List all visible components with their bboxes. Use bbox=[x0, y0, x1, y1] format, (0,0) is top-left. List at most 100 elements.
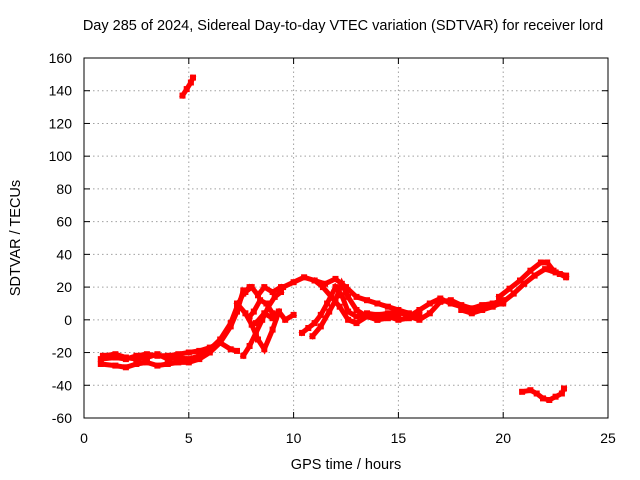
data-point bbox=[175, 354, 182, 361]
data-point bbox=[563, 274, 570, 281]
y-tick-label: 40 bbox=[56, 246, 72, 262]
data-point bbox=[154, 351, 161, 358]
data-point bbox=[133, 361, 140, 367]
data-point bbox=[416, 311, 423, 318]
data-point bbox=[185, 349, 192, 356]
data-point bbox=[164, 352, 171, 359]
data-point bbox=[395, 311, 402, 318]
data-point bbox=[458, 307, 465, 313]
data-point bbox=[175, 359, 182, 366]
data-point bbox=[458, 302, 465, 309]
data-point bbox=[269, 326, 276, 333]
data-point bbox=[405, 313, 412, 320]
data-point bbox=[234, 347, 240, 354]
data-point bbox=[299, 329, 305, 336]
data-point bbox=[426, 310, 433, 317]
data-point bbox=[185, 359, 192, 366]
data-point bbox=[240, 352, 247, 359]
data-point bbox=[261, 310, 268, 317]
data-point bbox=[259, 316, 266, 323]
y-tick-label: -60 bbox=[52, 410, 72, 426]
data-point bbox=[374, 316, 381, 323]
data-point bbox=[164, 356, 171, 363]
data-point bbox=[558, 390, 565, 397]
data-point bbox=[248, 321, 255, 328]
data-point bbox=[250, 308, 257, 315]
data-point bbox=[269, 315, 276, 322]
data-point bbox=[447, 297, 454, 304]
data-point bbox=[248, 284, 255, 291]
data-point bbox=[468, 310, 475, 317]
data-point bbox=[311, 320, 318, 327]
data-point bbox=[510, 290, 517, 297]
data-point bbox=[338, 280, 345, 287]
data-point bbox=[97, 361, 104, 367]
data-point bbox=[187, 79, 194, 86]
data-point bbox=[309, 333, 316, 340]
y-tick-label: 20 bbox=[56, 279, 72, 295]
data-point bbox=[317, 311, 324, 318]
data-point bbox=[353, 313, 360, 320]
data-point bbox=[112, 362, 119, 369]
data-point bbox=[364, 297, 370, 304]
data-point bbox=[468, 305, 475, 312]
data-point bbox=[496, 293, 502, 300]
data-point bbox=[416, 307, 423, 313]
data-point bbox=[317, 323, 324, 330]
data-point bbox=[345, 316, 352, 323]
y-axis-label: SDTVAR / TECUs bbox=[8, 180, 24, 296]
data-point bbox=[271, 293, 278, 300]
data-point bbox=[552, 393, 559, 400]
data-point bbox=[196, 347, 203, 354]
data-point bbox=[269, 310, 276, 317]
data-point bbox=[353, 307, 360, 313]
data-point bbox=[336, 303, 343, 310]
x-tick-label: 5 bbox=[185, 430, 193, 446]
data-point bbox=[263, 300, 270, 307]
x-axis-label: GPS time / hours bbox=[291, 457, 401, 473]
data-point bbox=[179, 92, 186, 99]
data-point bbox=[143, 354, 150, 361]
data-point bbox=[395, 308, 402, 315]
data-point bbox=[112, 354, 119, 361]
data-point bbox=[185, 356, 192, 363]
data-point bbox=[324, 300, 331, 307]
data-point bbox=[374, 311, 381, 318]
series-line-3 bbox=[100, 283, 254, 362]
x-tick-label: 15 bbox=[391, 430, 407, 446]
data-point bbox=[546, 397, 553, 403]
data-point bbox=[384, 315, 391, 322]
y-tick-label: 80 bbox=[56, 181, 72, 197]
data-point bbox=[332, 284, 339, 291]
y-tick-label: 0 bbox=[64, 312, 72, 328]
data-point bbox=[242, 310, 249, 317]
data-point bbox=[190, 74, 196, 81]
data-point bbox=[280, 284, 287, 291]
data-point bbox=[242, 289, 249, 295]
data-point bbox=[437, 295, 444, 302]
data-point bbox=[257, 297, 264, 304]
data-point bbox=[437, 298, 444, 305]
data-point bbox=[319, 284, 326, 291]
data-point bbox=[542, 266, 549, 273]
data-point bbox=[217, 336, 224, 343]
data-point bbox=[275, 308, 282, 315]
data-point bbox=[246, 343, 253, 349]
data-point bbox=[426, 300, 433, 307]
data-point bbox=[537, 259, 544, 266]
data-point bbox=[269, 289, 276, 295]
data-point bbox=[338, 292, 345, 299]
data-point bbox=[561, 385, 567, 392]
data-point bbox=[328, 293, 335, 300]
data-point bbox=[544, 259, 551, 266]
data-point bbox=[97, 356, 104, 363]
data-point bbox=[255, 292, 261, 299]
data-point bbox=[154, 362, 161, 369]
data-point bbox=[99, 352, 106, 359]
data-point bbox=[143, 351, 150, 358]
data-point bbox=[261, 346, 268, 353]
data-point bbox=[364, 310, 370, 317]
data-point bbox=[196, 356, 203, 363]
y-tick-label: 120 bbox=[49, 115, 73, 131]
data-point bbox=[227, 346, 234, 353]
